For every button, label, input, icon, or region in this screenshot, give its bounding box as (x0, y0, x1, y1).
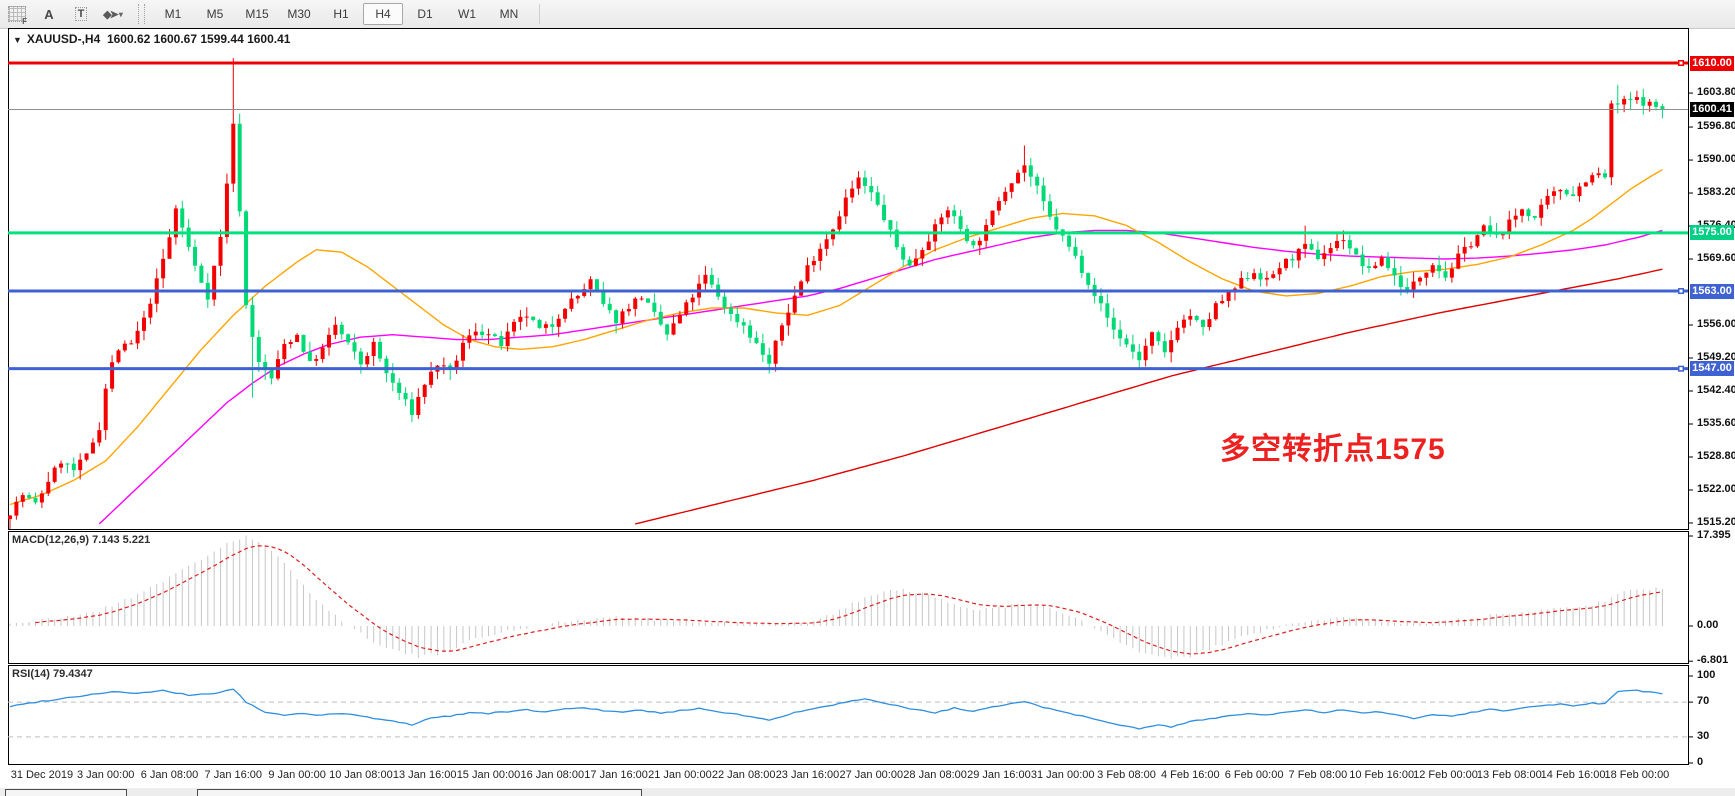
rsi-line (9, 688, 1663, 730)
ma-line (98, 229, 1663, 525)
price-level-box: 1575.00 (1690, 225, 1734, 241)
time-axis-label: 18 Feb 00:00 (1604, 769, 1670, 781)
price-tick-label: 1549.20 (1697, 351, 1735, 363)
timeframe-button-m15[interactable]: M15 (245, 7, 269, 21)
bottom-panel-box (197, 789, 642, 796)
price-level-box: 1563.00 (1690, 283, 1734, 299)
time-axis-label: 29 Jan 16:00 (967, 769, 1031, 781)
toolbar-separator (539, 4, 540, 24)
rsi-tick-label: 70 (1697, 695, 1710, 708)
price-level-box: 1610.00 (1690, 55, 1734, 71)
timeframe-button-h4[interactable]: H4 (363, 3, 403, 25)
time-axis-label: 12 Feb 00:00 (1413, 769, 1478, 781)
drawing-tools: F A T ◆➤ ▾ (0, 4, 124, 26)
timeframe-button-m5[interactable]: M5 (206, 7, 224, 21)
toolbar-drag-handle[interactable] (138, 4, 145, 24)
time-axis-label: 3 Feb 08:00 (1097, 769, 1156, 781)
price-tick-label: 1535.60 (1697, 416, 1735, 429)
time-axis-label: 28 Jan 08:00 (903, 769, 967, 781)
rsi-tick-label: 30 (1697, 729, 1710, 742)
time-axis-label: 13 Jan 16:00 (392, 769, 457, 781)
candle-series (8, 58, 1665, 530)
price-tick-label: 1556.00 (1697, 318, 1735, 330)
time-axis-label: 27 Jan 00:00 (839, 769, 904, 781)
time-axis-label: 3 Jan 00:00 (76, 769, 135, 781)
time-axis-label: 6 Jan 08:00 (140, 769, 199, 781)
chart-title[interactable]: ▼ XAUUSD-,H4 1600.62 1600.67 1599.44 1600… (13, 32, 290, 46)
time-axis-label: 22 Jan 08:00 (711, 769, 776, 781)
price-tick-label: 1583.20 (1697, 186, 1735, 199)
price-tick-label: 1603.80 (1697, 86, 1735, 99)
annotation-text[interactable]: 多空转折点1575 (1220, 433, 1446, 466)
time-axis-label: 15 Jan 00:00 (456, 769, 521, 781)
time-axis-label: 6 Feb 00:00 (1224, 769, 1284, 781)
level-marker-center (1679, 61, 1683, 65)
macd-tick-label: 17.395 (1697, 529, 1731, 542)
symbol-period: XAUUSD-,H4 (26, 32, 101, 46)
bottom-panel-edge (0, 788, 1735, 796)
rsi-label: RSI(14) 79.4347 (12, 668, 93, 680)
ma-line (635, 268, 1663, 525)
time-axis-label: 7 Jan 16:00 (204, 769, 263, 781)
timeframe-button-w1[interactable]: W1 (458, 7, 476, 21)
price-tick-label: 1515.20 (1697, 515, 1735, 528)
rsi-tick-label: 0 (1697, 756, 1704, 768)
text-tool-icon[interactable]: A (44, 6, 54, 22)
price-level-box: 1600.41 (1690, 102, 1734, 118)
time-axis-label: 23 Jan 16:00 (775, 769, 840, 781)
time-axis-label: 10 Feb 16:00 (1349, 769, 1415, 781)
macd-tick-label: -6.801 (1697, 654, 1729, 667)
price-tick-label: 1569.60 (1697, 252, 1735, 265)
pane-frame (8, 28, 1689, 530)
time-axis-label: 14 Feb 16:00 (1540, 769, 1606, 781)
price-tick-label: 1528.80 (1697, 449, 1735, 462)
price-tick-label: 1596.80 (1697, 120, 1735, 133)
level-marker-center (1679, 367, 1683, 371)
timeframe-button-d1[interactable]: D1 (417, 7, 433, 21)
timeframe-button-mn[interactable]: MN (499, 7, 519, 21)
price-tick-label: 1542.40 (1697, 383, 1735, 396)
timeframe-button-h1[interactable]: H1 (333, 7, 349, 21)
rsi-tick-label: 100 (1697, 669, 1716, 681)
macd-histogram (9, 535, 1663, 660)
time-axis-label: 31 Jan 00:00 (1030, 769, 1095, 781)
time-axis-label: 4 Feb 16:00 (1160, 769, 1220, 781)
macd-tick-label: 0.00 (1697, 619, 1719, 631)
time-axis-label: 9 Jan 00:00 (268, 769, 326, 781)
fibonacci-tool-icon[interactable]: F (6, 4, 28, 26)
level-marker-center (1679, 289, 1683, 293)
time-axis-label: 7 Feb 08:00 (1288, 769, 1348, 781)
pane-frame (8, 531, 1689, 664)
time-axis-label: 10 Jan 08:00 (329, 769, 393, 781)
bottom-panel-box (5, 789, 127, 796)
price-tick-label: 1590.00 (1697, 153, 1735, 166)
time-axis-label: 17 Jan 16:00 (584, 769, 648, 781)
price-level-box: 1547.00 (1690, 361, 1734, 377)
time-axis-label: 21 Jan 00:00 (648, 769, 712, 781)
macd-label: MACD(12,26,9) 7.143 5.221 (12, 534, 151, 546)
ma-line (9, 169, 1663, 506)
time-axis-label: 31 Dec 2019 (10, 769, 74, 781)
timeframe-button-m30[interactable]: M30 (287, 7, 311, 21)
price-tick-label: 1522.00 (1697, 482, 1735, 495)
timeframe-bar: M1 M5 M15 M30 H1 H4 D1 W1 MN (153, 3, 529, 25)
time-axis-label: 13 Feb 08:00 (1476, 769, 1542, 781)
label-tool-icon[interactable]: T (70, 4, 92, 24)
time-axis-label: 16 Jan 08:00 (520, 769, 585, 781)
shapes-tool-icon[interactable]: ◆➤ ▾ (103, 8, 123, 21)
ohlc-values: 1600.62 1600.67 1599.44 1600.41 (106, 32, 291, 46)
chart-dropdown-icon[interactable]: ▼ (13, 35, 22, 45)
timeframe-button-m1[interactable]: M1 (164, 7, 182, 21)
